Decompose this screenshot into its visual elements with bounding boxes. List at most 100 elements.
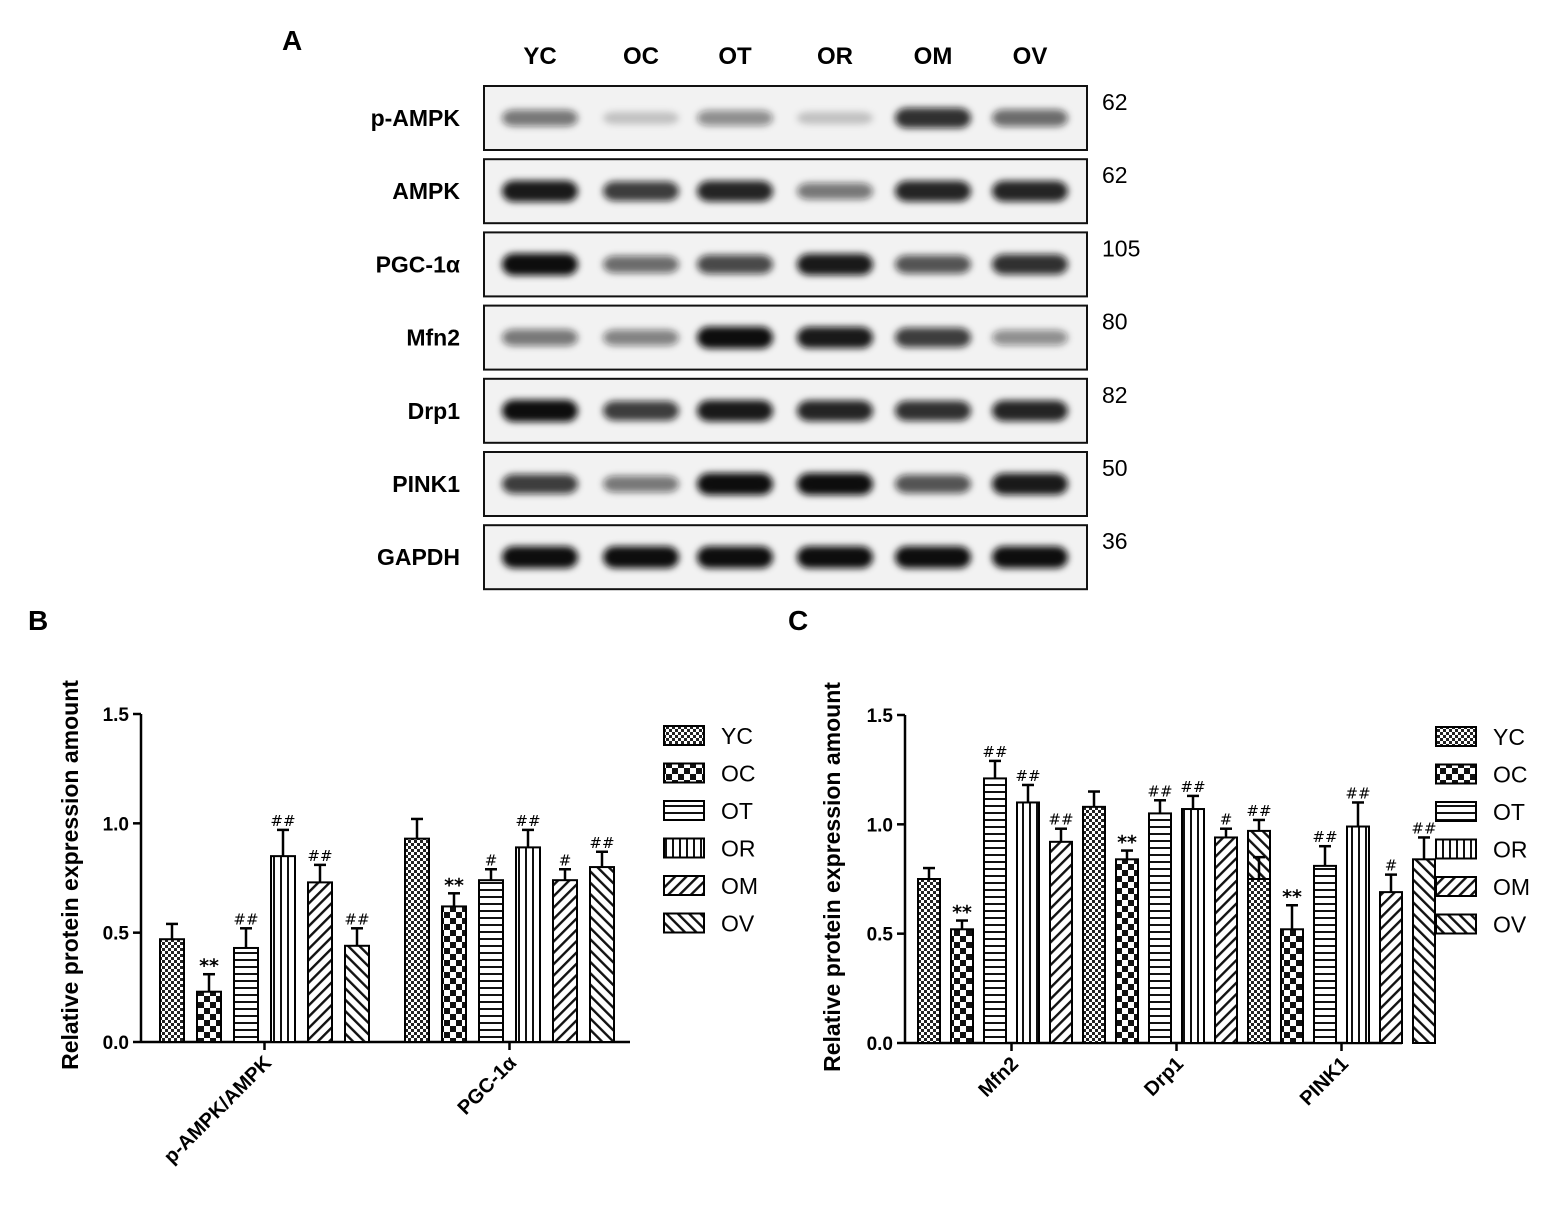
y-tick-label: 1.5 xyxy=(867,706,894,727)
band-yc xyxy=(502,253,578,276)
mw-label: 50 xyxy=(1102,455,1128,481)
significance-mark: ## xyxy=(270,812,295,830)
band-oc xyxy=(603,181,679,201)
blot-frame xyxy=(483,524,1088,591)
y-tick-label: 1.5 xyxy=(103,705,130,726)
legend-label-om: OM xyxy=(721,873,758,899)
band-or xyxy=(797,400,873,422)
x-category-label: PINK1 xyxy=(1296,1053,1353,1110)
band-oc xyxy=(603,546,679,569)
bar-om-0 xyxy=(1049,840,1073,1044)
bar-yc-1 xyxy=(404,837,430,1044)
mw-label: 80 xyxy=(1102,309,1128,335)
bar-or-0 xyxy=(270,855,296,1044)
band-group xyxy=(502,326,1068,349)
bar-or-2 xyxy=(1346,825,1370,1045)
significance-mark: ** xyxy=(952,902,972,924)
y-tick-label: 0.5 xyxy=(867,925,894,946)
band-yc xyxy=(502,109,578,127)
y-tick-label: 1.0 xyxy=(103,814,129,835)
mw-label: 105 xyxy=(1102,235,1140,261)
legend-swatch-oc xyxy=(1435,763,1477,785)
significance-mark: ## xyxy=(1312,828,1337,846)
band-group xyxy=(502,473,1068,495)
x-category-label: Drp1 xyxy=(1140,1053,1188,1101)
band-ov xyxy=(992,329,1068,346)
protein-label: PGC-1α xyxy=(376,251,460,277)
band-group xyxy=(502,546,1068,569)
legend-swatch-ot xyxy=(1435,801,1477,822)
lane-label-om: OM xyxy=(914,43,953,70)
band-yc xyxy=(502,474,578,494)
bar-ov-1 xyxy=(589,866,615,1043)
x-category-label: p-AMPK/AMPK xyxy=(160,1052,277,1169)
band-om xyxy=(895,255,971,274)
legend-label-oc: OC xyxy=(1493,762,1528,788)
band-om xyxy=(895,107,971,129)
band-ot xyxy=(697,254,773,274)
blot-row-gapdh: GAPDH 36 xyxy=(377,524,1128,591)
lane-label-or: OR xyxy=(817,43,853,70)
band-or xyxy=(797,473,873,495)
significance-mark: ## xyxy=(344,910,369,928)
bar-ot-0 xyxy=(983,777,1007,1044)
significance-mark: ## xyxy=(1246,802,1271,820)
bar-or-1 xyxy=(515,846,541,1043)
y-tick-label: 1.0 xyxy=(867,815,893,836)
significance-mark: ## xyxy=(1015,767,1040,785)
band-or xyxy=(797,326,873,349)
significance-mark: ## xyxy=(515,812,540,830)
band-ot xyxy=(697,546,773,569)
bar-om-2 xyxy=(1379,891,1403,1044)
panel-a-letter: A xyxy=(282,25,302,56)
mw-label: 36 xyxy=(1102,528,1128,554)
legend-label-yc: YC xyxy=(721,723,753,749)
y-axis-title: Relative protein expression amount xyxy=(819,682,845,1072)
legend-swatch-om xyxy=(663,875,705,896)
legend-label-or: OR xyxy=(1493,837,1528,863)
band-ov xyxy=(992,546,1068,569)
x-category-label: PGC-1α xyxy=(454,1051,522,1119)
band-ot xyxy=(697,473,773,495)
bar-oc-0 xyxy=(196,990,222,1043)
bar-om-1 xyxy=(552,879,578,1043)
y-axis-title: Relative protein expression amount xyxy=(57,680,83,1070)
significance-mark: # xyxy=(485,851,498,869)
significance-mark: ** xyxy=(1117,832,1137,854)
bar-oc-0 xyxy=(950,928,974,1044)
y-tick-label: 0.5 xyxy=(103,924,130,945)
significance-mark: ## xyxy=(982,743,1007,761)
lane-label-oc: OC xyxy=(623,43,659,70)
bar-ot-1 xyxy=(1148,812,1172,1045)
band-oc xyxy=(603,329,679,346)
blot-row-drp1: Drp1 82 xyxy=(408,377,1128,444)
significance-mark: ## xyxy=(1048,811,1073,829)
blot-frame xyxy=(483,377,1088,444)
band-oc xyxy=(603,475,679,493)
blot-row-p-ampk: p-AMPK 62 xyxy=(371,85,1128,151)
y-tick-label: 0.0 xyxy=(103,1033,129,1054)
band-oc xyxy=(603,111,679,125)
band-oc xyxy=(603,401,679,421)
mw-label: 62 xyxy=(1102,162,1128,188)
blot-row-ampk: AMPK 62 xyxy=(392,158,1128,225)
chart-b: 0.0 0.5 1.0 1.5 Relative protein expression … xyxy=(57,680,758,1168)
band-group xyxy=(502,180,1068,202)
bar-ov-0 xyxy=(344,944,370,1044)
lane-label-ot: OT xyxy=(718,43,752,70)
band-om xyxy=(895,400,971,421)
mw-label: 82 xyxy=(1102,382,1128,408)
band-om xyxy=(895,546,971,569)
legend-swatch-or xyxy=(1435,838,1477,860)
blot-frame xyxy=(483,158,1088,225)
band-ot xyxy=(697,400,773,422)
legend-label-ot: OT xyxy=(721,798,753,824)
significance-mark: ## xyxy=(307,847,332,865)
legend-label-oc: OC xyxy=(721,761,756,787)
bar-yc-1 xyxy=(1082,805,1106,1045)
band-yc xyxy=(502,180,578,202)
chart-c: 0.0 0.5 1.0 1.5 Relative protein expression … xyxy=(819,682,1530,1110)
band-or xyxy=(797,182,873,200)
significance-mark: ## xyxy=(1180,778,1205,796)
